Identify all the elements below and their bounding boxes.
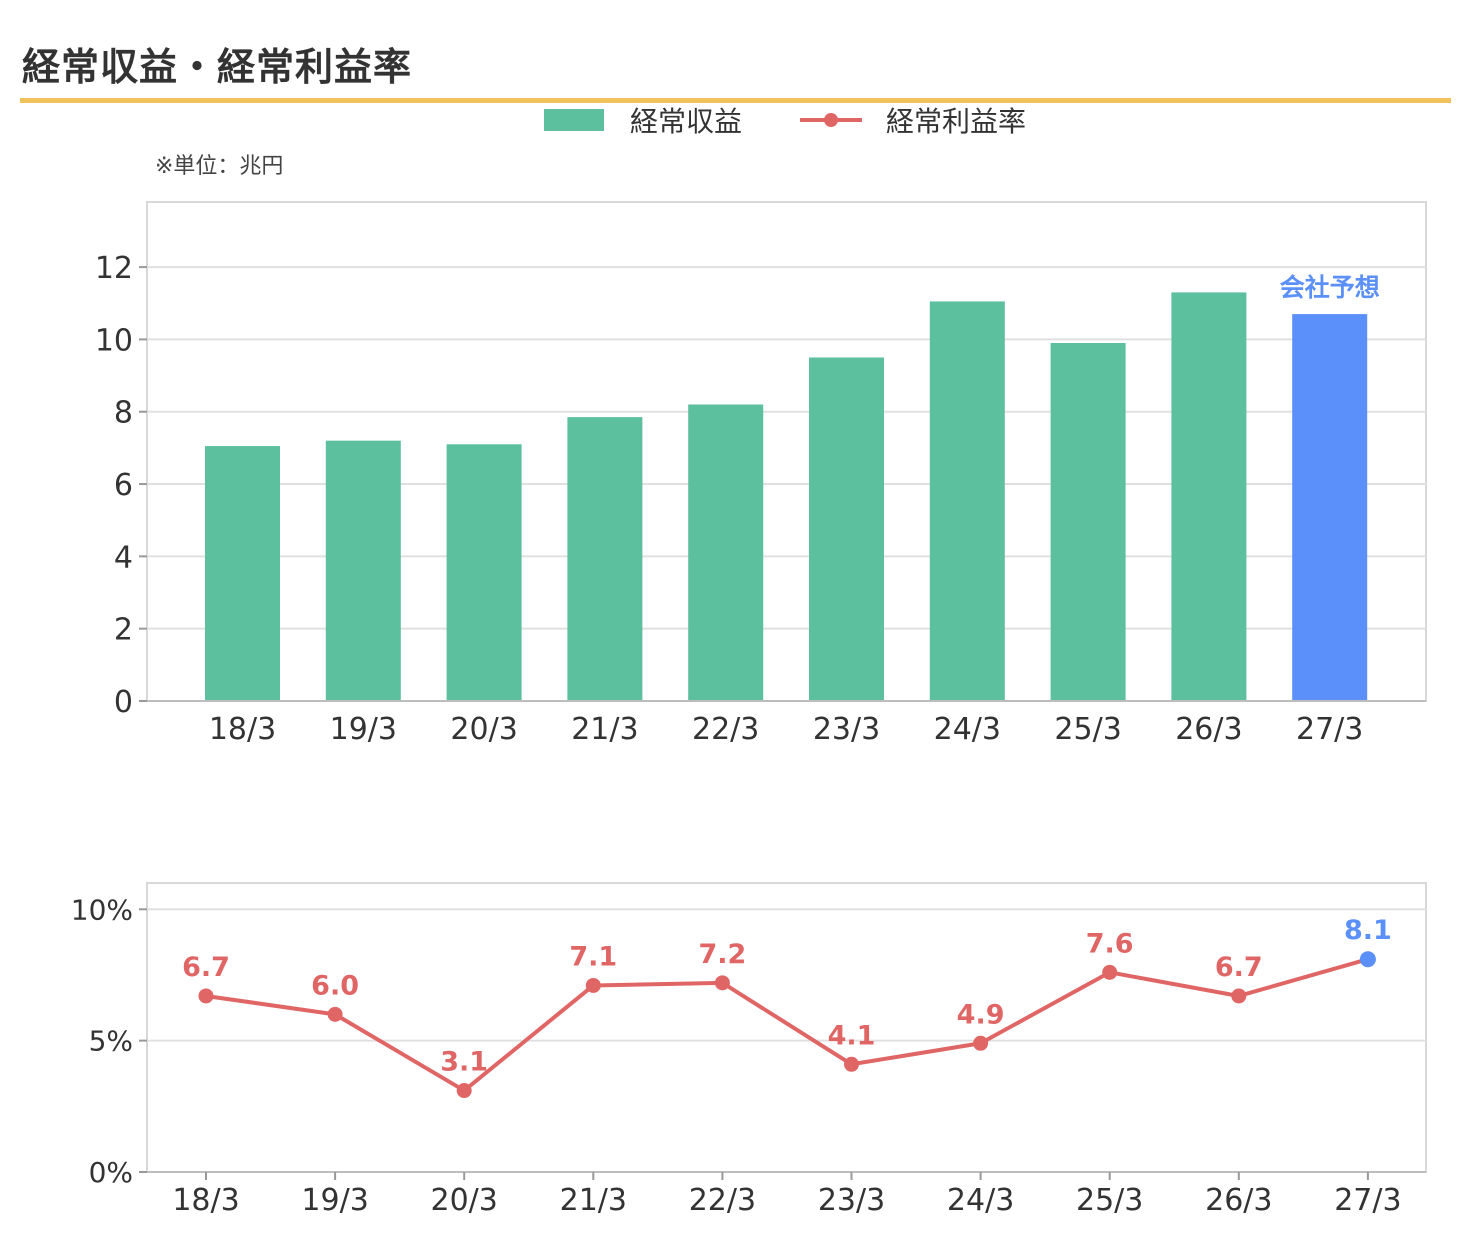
line-data-label: 8.1 (1344, 915, 1392, 946)
line-x-tick-label: 25/3 (1076, 1183, 1143, 1218)
bar (205, 446, 280, 701)
line-x-tick-label: 21/3 (560, 1183, 627, 1218)
line-x-tick-label: 26/3 (1205, 1183, 1272, 1218)
bar-x-tick-label: 27/3 (1296, 712, 1363, 747)
bar-x-tick-label: 19/3 (330, 712, 397, 747)
bar (325, 440, 401, 701)
bar-plot-frame (146, 201, 1427, 702)
line-data-label: 4.1 (828, 1020, 876, 1051)
bar-x-tick-label: 26/3 (1175, 712, 1242, 747)
line-x-tick-label: 19/3 (301, 1183, 368, 1218)
line-point (714, 975, 730, 991)
bar (567, 417, 643, 701)
line-data-label: 6.7 (182, 952, 230, 983)
bar-x-tick-label: 22/3 (692, 712, 759, 747)
legend-item-revenue[interactable]: 経常収益 (544, 100, 742, 140)
bar-y-tick-label: 4 (114, 540, 133, 575)
line-x-tick-label: 23/3 (818, 1183, 885, 1218)
bar (1050, 343, 1126, 701)
line-x-tick-label: 20/3 (431, 1183, 498, 1218)
line-x-tick-label: 27/3 (1334, 1183, 1401, 1218)
line-point (1231, 988, 1247, 1004)
bar-x-tick-label: 25/3 (1054, 712, 1121, 747)
line-y-tick-label: 10% (71, 893, 133, 926)
forecast-label: 会社予想 (1280, 273, 1380, 302)
line-point (456, 1083, 472, 1099)
bar-x-tick-label: 24/3 (934, 712, 1001, 747)
chart-legend: 経常収益 経常利益率 (0, 100, 1470, 140)
bar (446, 444, 522, 701)
bar-forecast (1292, 314, 1368, 701)
line-point (973, 1035, 989, 1051)
bar-x-tick-label: 21/3 (571, 712, 638, 747)
line-data-label: 7.2 (698, 939, 746, 970)
bar-y-tick-label: 0 (114, 685, 133, 720)
bar-x-tick-label: 18/3 (209, 712, 276, 747)
bar (809, 357, 884, 701)
bar (688, 404, 764, 701)
line-data-label: 4.9 (957, 999, 1005, 1030)
line-x-tick-label: 18/3 (172, 1183, 239, 1218)
legend-revenue-label: 経常収益 (630, 105, 743, 138)
line-plot-frame (146, 882, 1427, 1173)
bar-y-tick-label: 12 (95, 251, 133, 286)
legend-item-margin[interactable]: 経常利益率 (800, 100, 1026, 140)
bar-x-tick-label: 23/3 (813, 712, 880, 747)
bar (1171, 292, 1247, 701)
bar-x-tick-label: 20/3 (450, 712, 517, 747)
line-point (198, 988, 214, 1004)
line-data-label: 6.0 (311, 970, 359, 1001)
line-x-tick-label: 22/3 (689, 1183, 756, 1218)
legend-line-swatch (800, 109, 862, 131)
unit-note: ※単位：兆円 (155, 154, 284, 179)
bar-y-tick-label: 2 (114, 613, 133, 648)
line-data-label: 3.1 (440, 1047, 488, 1078)
line-point-forecast (1359, 951, 1376, 968)
line-point (1102, 964, 1118, 980)
legend-margin-label: 経常利益率 (886, 105, 1027, 138)
bar-y-tick-label: 8 (114, 396, 133, 431)
page-title: 経常収益・経常利益率 (22, 45, 413, 89)
line-point (327, 1006, 343, 1022)
bar-y-tick-label: 10 (95, 323, 133, 358)
line-data-label: 7.1 (569, 941, 617, 972)
line-data-label: 6.7 (1215, 952, 1263, 983)
line-data-label: 7.6 (1086, 928, 1134, 959)
title-underline (20, 98, 1451, 103)
line-y-tick-label: 5% (89, 1025, 133, 1058)
line-x-tick-label: 24/3 (947, 1183, 1014, 1218)
bar-y-tick-label: 6 (114, 468, 133, 503)
bar (929, 301, 1005, 701)
line-y-tick-label: 0% (89, 1156, 133, 1189)
legend-bar-swatch (544, 109, 604, 131)
line-point (585, 977, 601, 993)
margin-line (205, 957, 1369, 1093)
line-point (844, 1056, 859, 1072)
